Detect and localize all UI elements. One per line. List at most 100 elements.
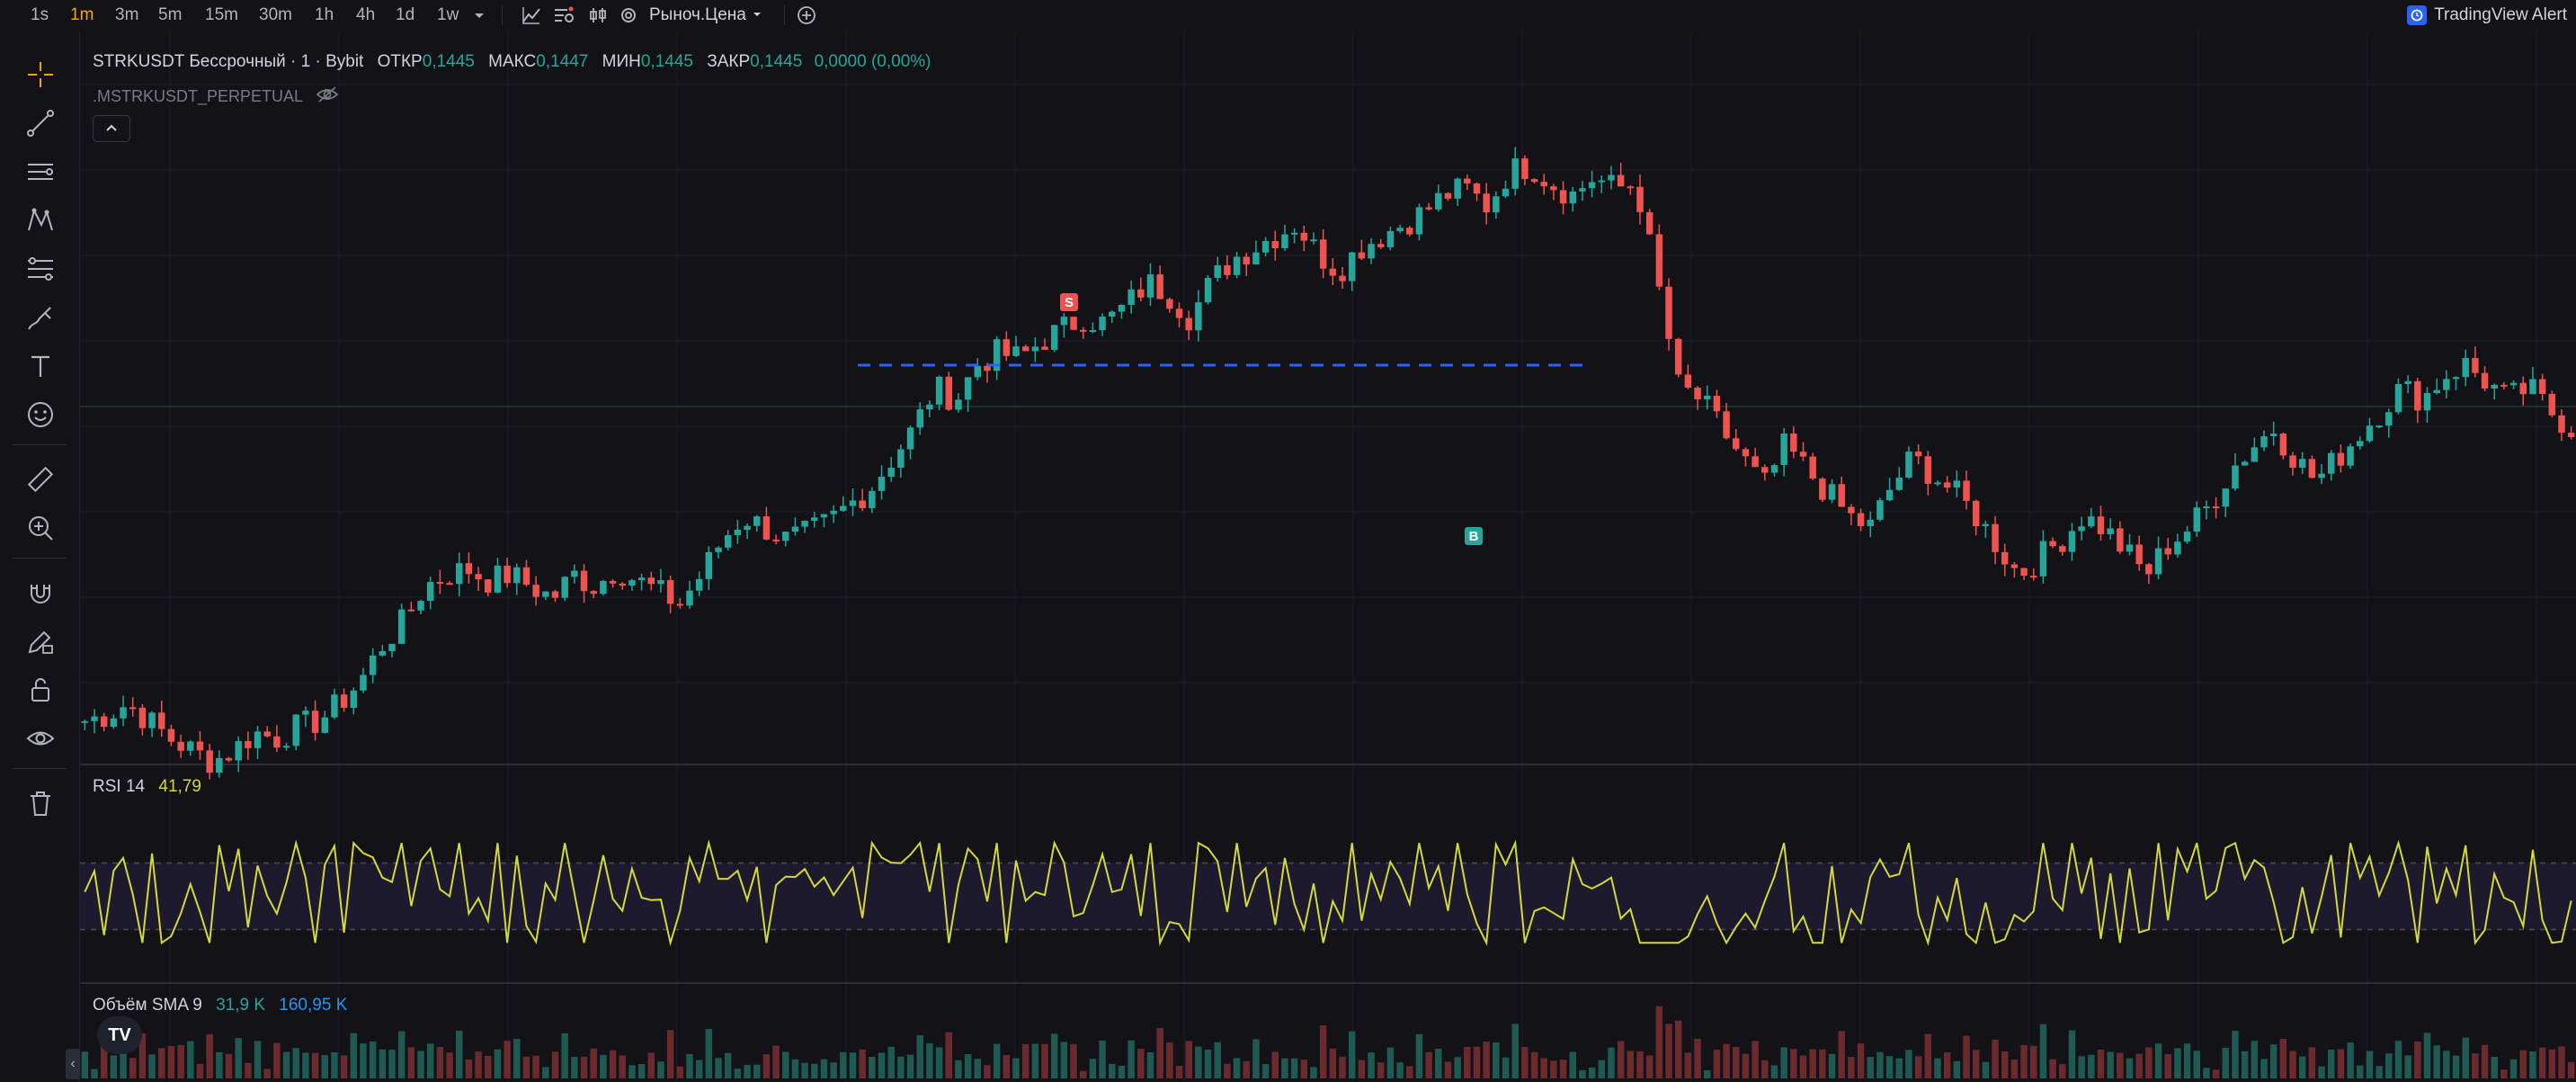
tradingview-logo-icon[interactable]: TV xyxy=(97,1016,142,1054)
volume-bar xyxy=(504,1041,511,1078)
candle-body xyxy=(1319,239,1327,269)
bar-replay-icon[interactable] xyxy=(552,4,575,27)
volume-bar xyxy=(2347,1042,2354,1078)
emoji-icon[interactable] xyxy=(22,396,59,434)
candle-body xyxy=(1454,178,1461,199)
volume-bar xyxy=(984,1065,991,1078)
zoom-in-icon[interactable] xyxy=(22,509,59,547)
fib-channel-icon[interactable] xyxy=(22,250,59,288)
eye-icon[interactable] xyxy=(22,720,59,757)
eye-off-icon[interactable] xyxy=(316,85,339,108)
volume-bar xyxy=(532,1055,539,1078)
magnet-icon[interactable] xyxy=(22,574,59,612)
collapse-legend-button[interactable] xyxy=(93,115,130,142)
ruler-icon[interactable] xyxy=(22,461,59,498)
pencil-lock-icon[interactable] xyxy=(22,622,59,660)
volume-bar xyxy=(1819,1049,1826,1078)
volume-bar xyxy=(1089,1059,1097,1078)
symbol-title[interactable]: STRKUSDT Бессрочный · 1 · Bybit xyxy=(93,52,364,71)
candle-body xyxy=(138,707,147,729)
rsi-label[interactable]: RSI 14 xyxy=(93,777,146,796)
trash-icon[interactable] xyxy=(22,784,59,822)
volume-label[interactable]: Объём SMA 9 xyxy=(93,996,202,1015)
candle-body xyxy=(369,655,377,675)
candle-body xyxy=(1569,191,1576,204)
candle-body xyxy=(1665,286,1672,339)
line-chart-icon[interactable] xyxy=(520,4,543,27)
timeframe-4h[interactable]: 4h xyxy=(356,5,376,24)
timeframe-30m[interactable]: 30m xyxy=(259,5,292,24)
volume-bar xyxy=(475,1051,482,1078)
brush-icon[interactable] xyxy=(22,299,59,336)
volume-bar xyxy=(2059,1064,2066,1078)
timeframe-5m[interactable]: 5m xyxy=(158,5,183,24)
candle-body xyxy=(1444,192,1452,199)
candle-body xyxy=(859,500,866,508)
timeframe-1d[interactable]: 1d xyxy=(396,5,415,24)
price-type-dropdown[interactable]: Рыноч.Цена xyxy=(649,4,762,27)
candle-body xyxy=(705,551,713,579)
candle-body xyxy=(1885,489,1894,501)
toolbar-divider xyxy=(784,5,785,25)
candle-body xyxy=(1608,174,1615,181)
candle-body xyxy=(1550,186,1557,191)
volume-bar xyxy=(734,1069,742,1078)
candle-body xyxy=(282,746,290,748)
tradingview-alert-button[interactable]: TradingView Alert xyxy=(2407,2,2567,29)
timeframe-3m[interactable]: 3m xyxy=(115,5,139,24)
volume-bar xyxy=(1156,1027,1163,1078)
volume-bar xyxy=(1185,1041,1192,1078)
volume-bar xyxy=(1617,1041,1625,1078)
timeframe-1s[interactable]: 1s xyxy=(31,5,49,24)
volume-bar xyxy=(1099,1040,1106,1078)
text-icon[interactable] xyxy=(22,347,59,385)
candle-body xyxy=(974,365,982,378)
trend-line-icon[interactable] xyxy=(22,104,59,142)
volume-bar xyxy=(811,1063,818,1078)
add-circle-icon[interactable] xyxy=(795,4,818,27)
candle-body xyxy=(1137,289,1145,298)
candle-body xyxy=(2308,459,2316,478)
volume-bar xyxy=(2452,1055,2460,1078)
timeframe-1m[interactable]: 1m xyxy=(70,5,94,24)
volume-bar xyxy=(964,1054,972,1078)
compare-icon[interactable] xyxy=(586,4,610,27)
candle-body xyxy=(1406,228,1413,235)
horizontal-lines-icon[interactable] xyxy=(22,153,59,191)
rsi-legend: RSI 14 41,79 xyxy=(93,777,201,797)
timeframe-1h[interactable]: 1h xyxy=(315,5,334,24)
timeframe-1w[interactable]: 1w xyxy=(437,5,459,24)
volume-bar xyxy=(580,1056,588,1078)
candle-body xyxy=(1329,268,1337,276)
volume-bar xyxy=(1655,1006,1663,1078)
volume-bar xyxy=(2222,1047,2230,1078)
crosshair-icon[interactable] xyxy=(22,56,59,94)
chevron-down-icon[interactable] xyxy=(468,4,491,27)
volume-bar xyxy=(1511,1024,1519,1078)
volume-bar xyxy=(2472,1053,2479,1078)
candle-body xyxy=(2529,379,2536,395)
candle-body xyxy=(397,609,406,644)
pattern-icon[interactable] xyxy=(22,201,59,239)
chevron-left-icon[interactable]: ‹ xyxy=(66,1049,80,1079)
low-label: МИН xyxy=(602,52,641,71)
candle-body xyxy=(1396,228,1404,232)
drawing-toolbar xyxy=(0,31,80,1082)
candle-body xyxy=(2347,446,2354,466)
candle-body xyxy=(379,651,387,656)
volume-bar xyxy=(869,1056,876,1078)
volume-bar xyxy=(993,1043,1001,1078)
settings-icon[interactable] xyxy=(617,4,640,27)
sell-marker xyxy=(1060,293,1078,311)
candle-body xyxy=(388,643,396,652)
lock-icon[interactable] xyxy=(22,671,59,709)
chart-canvas[interactable]: SB xyxy=(80,31,2576,1082)
candle-body xyxy=(1060,317,1068,326)
volume-bar xyxy=(1224,1063,1231,1078)
candle-body xyxy=(1339,275,1346,282)
timeframe-15m[interactable]: 15m xyxy=(205,5,238,24)
volume-bar xyxy=(1118,1065,1126,1078)
volume-bar xyxy=(2443,1051,2450,1078)
candle-body xyxy=(426,582,434,602)
candle-body xyxy=(1674,338,1682,375)
